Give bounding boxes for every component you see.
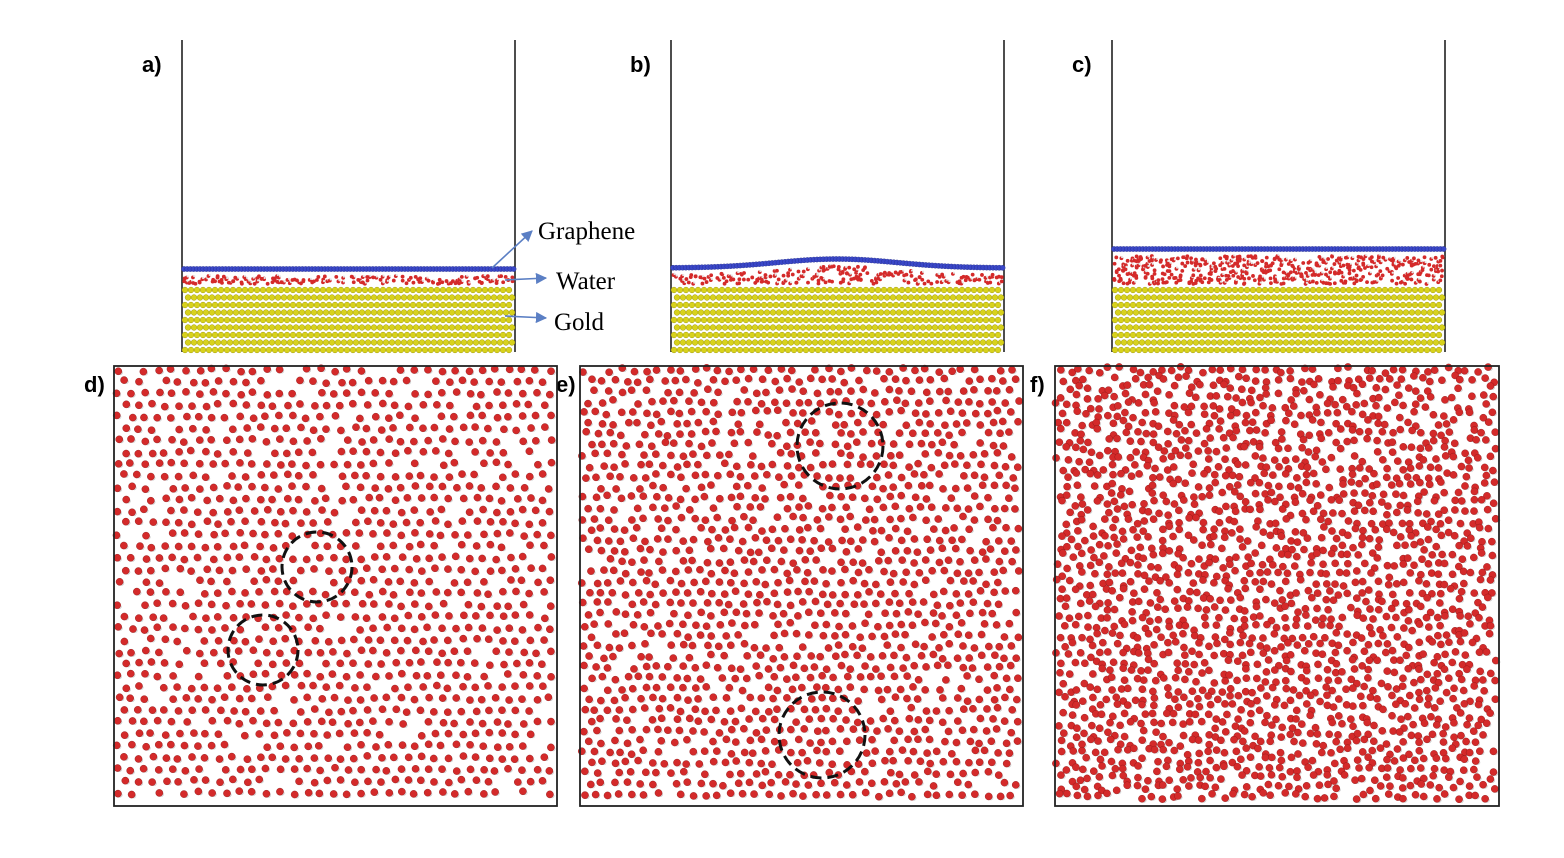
water-arrow	[504, 272, 548, 285]
top-view-panel-f	[1051, 363, 1501, 807]
ordered-region-circle	[777, 690, 867, 780]
panel-label-a: a)	[142, 52, 162, 77]
side-view-panel-c	[1111, 40, 1447, 354]
gold-layer	[1111, 286, 1446, 354]
gold-label: Gold	[554, 309, 605, 336]
gold-layer	[670, 286, 1005, 354]
top-view-panel-d	[112, 364, 558, 807]
graphene-sheet	[181, 266, 517, 272]
graphene-label: Graphene	[538, 218, 635, 245]
side-view-panel-b	[670, 40, 1006, 354]
ordered-region-circle	[226, 613, 300, 687]
top-view-frame	[579, 365, 1024, 807]
water-molecules-layer	[1051, 363, 1501, 804]
water-molecules-layer	[577, 364, 1024, 801]
graphene-sheet	[670, 256, 1006, 271]
water-label: Water	[556, 268, 616, 295]
panel-label-f: f)	[1030, 372, 1045, 397]
ordered-region-circle	[795, 401, 885, 491]
panel-label-d: d)	[84, 372, 105, 397]
water-layer	[182, 273, 515, 286]
graphene-sheet	[1111, 246, 1447, 252]
graphene-arrow	[491, 230, 533, 269]
gold-layer	[181, 286, 516, 354]
top-view-frame	[1054, 365, 1500, 807]
water-layer	[1112, 253, 1445, 286]
water-molecules-layer	[112, 364, 557, 799]
side-view-panel-a	[181, 40, 517, 354]
water-layer	[671, 264, 1004, 286]
panel-label-b: b)	[630, 52, 651, 77]
gold-arrow	[504, 311, 548, 324]
top-view-frame	[113, 365, 558, 807]
panel-label-c: c)	[1072, 52, 1092, 77]
top-view-panel-e	[577, 364, 1024, 807]
panel-label-e: e)	[556, 372, 576, 397]
ordered-region-circle	[280, 530, 354, 604]
